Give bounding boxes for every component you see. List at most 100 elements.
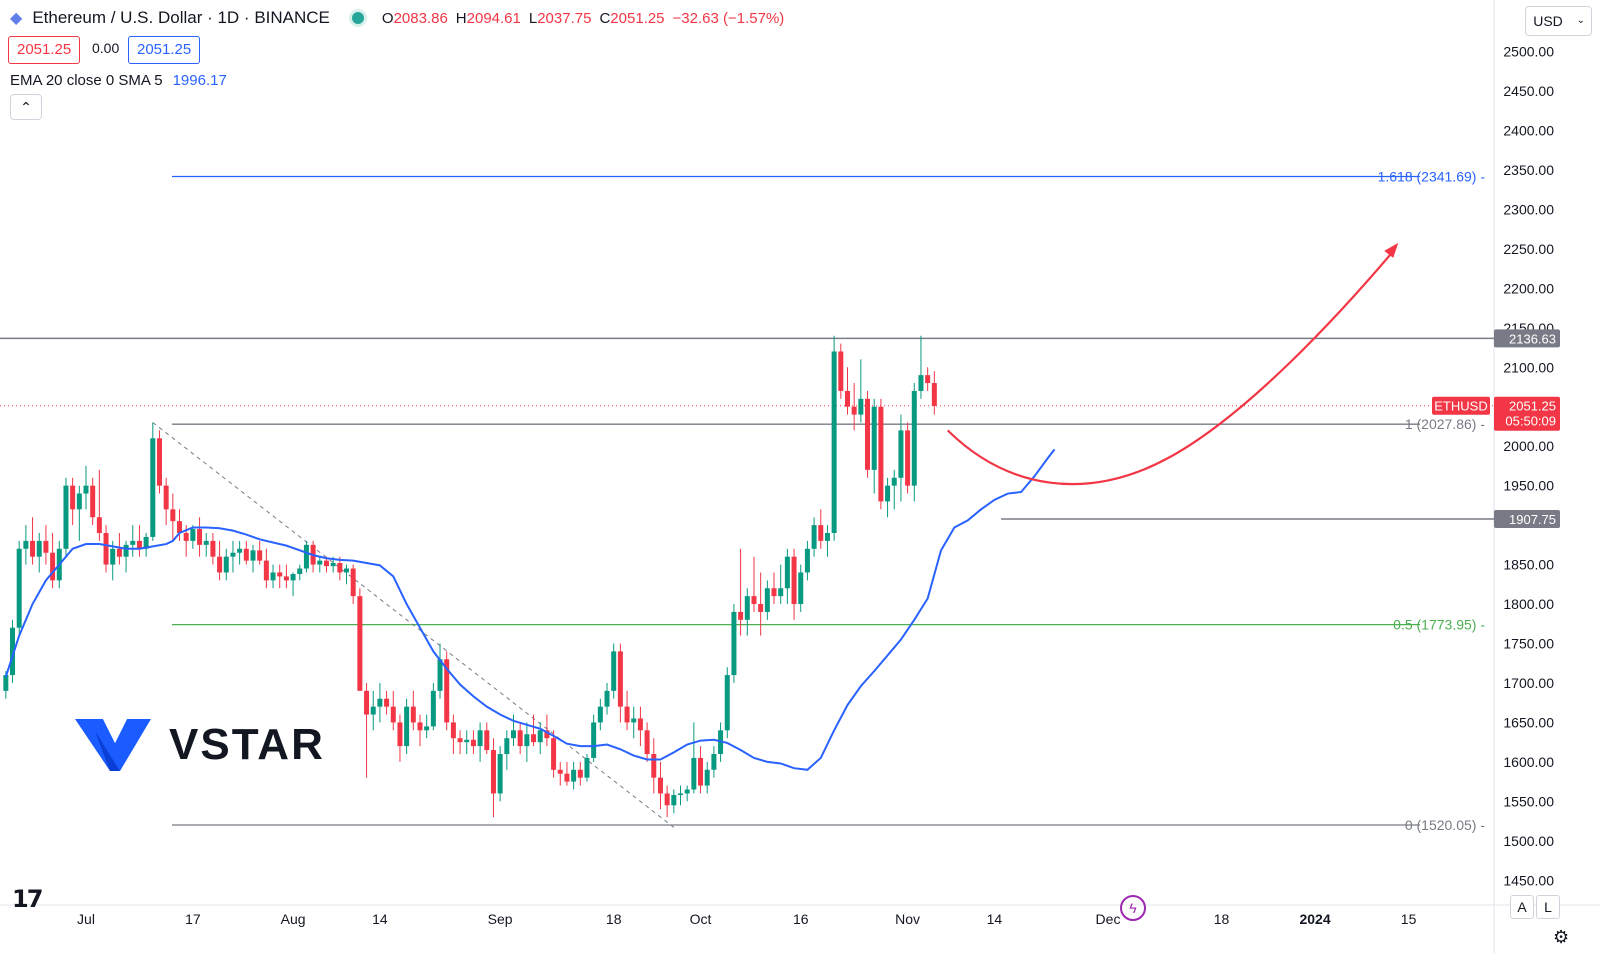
- candle-body: [878, 406, 884, 502]
- level-label: 2136.63: [1509, 331, 1556, 346]
- symbol-label-box: [1432, 396, 1490, 415]
- candle-body: [644, 730, 650, 754]
- candle-body: [811, 525, 817, 549]
- candle-body: [711, 753, 717, 770]
- fib-level-label: 1.618 (2341.69) -: [1378, 169, 1486, 185]
- candle-body: [664, 793, 670, 806]
- candle-body: [203, 540, 209, 545]
- symbol-title[interactable]: Ethereum / U.S. Dollar · 1D · BINANCE: [32, 8, 330, 27]
- candle-body: [337, 562, 343, 573]
- close-value: 2051.25: [610, 9, 665, 27]
- candle-body: [677, 793, 683, 796]
- candle-body: [430, 690, 436, 727]
- y-tick-label: 1600.00: [1503, 754, 1554, 770]
- candle-body: [611, 651, 617, 691]
- x-tick-label: 18: [1214, 911, 1230, 927]
- candle-body: [477, 730, 483, 747]
- candle-body: [30, 540, 36, 557]
- fib-level-label: 1 (2027.86) -: [1405, 416, 1485, 432]
- x-tick-label: Nov: [895, 911, 920, 927]
- candle-body: [744, 596, 750, 620]
- candle-body: [156, 438, 162, 486]
- candle-body: [390, 706, 396, 723]
- vstar-logo-text: VSTAR: [169, 720, 325, 769]
- candle-body: [758, 604, 764, 612]
- spread-value: 0.00: [92, 40, 120, 56]
- log-scale-button[interactable]: L: [1536, 895, 1560, 919]
- x-tick-label: Oct: [690, 911, 712, 927]
- y-tick-label: 2100.00: [1503, 359, 1554, 375]
- candle-body: [317, 560, 323, 565]
- candle-body: [237, 548, 243, 553]
- lightning-icon[interactable]: ϟ: [1120, 895, 1146, 921]
- candle-body: [891, 477, 897, 486]
- candle-body: [698, 757, 704, 786]
- y-tick-label: 1550.00: [1503, 793, 1554, 809]
- candle-body: [210, 540, 216, 557]
- collapse-legend-button[interactable]: ⌃: [10, 94, 42, 120]
- candle-body: [604, 690, 610, 707]
- market-status-icon: [351, 12, 364, 24]
- chart-header: ◆ Ethereum / U.S. Dollar · 1D · BINANCE …: [0, 0, 792, 36]
- candle-body: [457, 738, 463, 743]
- y-tick-label: 2350.00: [1503, 162, 1554, 178]
- candle-body: [824, 533, 830, 541]
- candle-body: [571, 769, 577, 782]
- low-value: 2037.75: [537, 9, 592, 27]
- candle-body: [130, 540, 136, 545]
- arrow-head: [1384, 242, 1399, 258]
- candle-body: [704, 769, 710, 786]
- candle-body: [364, 690, 370, 715]
- price-label: 2051.25: [1509, 399, 1556, 414]
- candle-body: [865, 398, 871, 470]
- open-value: 2083.86: [393, 9, 448, 27]
- candle-body: [424, 726, 430, 731]
- candle-body: [931, 383, 937, 406]
- chevron-down-icon: ⌄: [1576, 15, 1585, 26]
- candle-body: [136, 540, 142, 549]
- candle-body: [791, 556, 797, 605]
- indicator-legend[interactable]: EMA 20 close 0 SMA 5 1996.17: [10, 72, 227, 89]
- level-label-box: [1494, 329, 1560, 348]
- candle-body: [23, 540, 29, 549]
- candle-body: [370, 706, 376, 715]
- candle-body: [50, 552, 56, 581]
- gear-icon[interactable]: ⚙: [1553, 927, 1570, 947]
- candle-body: [450, 722, 456, 739]
- x-tick-label: 16: [793, 911, 809, 927]
- candle-body: [377, 698, 383, 707]
- buy-price-box[interactable]: 2051.25: [128, 36, 201, 64]
- candle-body: [103, 533, 109, 565]
- currency-select[interactable]: USD ⌄: [1525, 6, 1592, 36]
- ohlc-values: O2083.86 H2094.61 L2037.75 C2051.25 −32.63 (…: [381, 9, 785, 27]
- candle-body: [764, 588, 770, 612]
- y-tick-label: 1850.00: [1503, 557, 1554, 573]
- candle-body: [671, 795, 677, 806]
- y-tick-label: 1450.00: [1503, 872, 1554, 888]
- y-tick-label: 1750.00: [1503, 635, 1554, 651]
- candle-body: [250, 550, 256, 561]
- x-tick-label: 14: [372, 911, 388, 927]
- candle-body: [43, 540, 49, 553]
- candle-body: [197, 529, 203, 545]
- candle-body: [90, 485, 96, 518]
- vstar-logo-mark: [75, 719, 151, 771]
- candle-body: [564, 773, 570, 782]
- tradingview-logo[interactable]: 𝟭𝟳: [12, 886, 43, 913]
- auto-scale-button[interactable]: A: [1510, 895, 1534, 919]
- candle-body: [217, 556, 223, 573]
- candle-body: [63, 485, 69, 549]
- x-tick-label: Sep: [488, 911, 513, 927]
- candle-body: [898, 430, 904, 478]
- sell-price-box[interactable]: 2051.25: [8, 36, 81, 64]
- candle-body: [517, 730, 523, 747]
- candle-body: [410, 706, 416, 723]
- candle-body: [357, 596, 363, 691]
- candle-body: [10, 627, 16, 676]
- x-tick-label: 17: [185, 911, 201, 927]
- candle-body: [751, 596, 757, 605]
- candle-body: [537, 730, 543, 743]
- candle-body: [177, 521, 183, 534]
- candle-body: [771, 588, 777, 597]
